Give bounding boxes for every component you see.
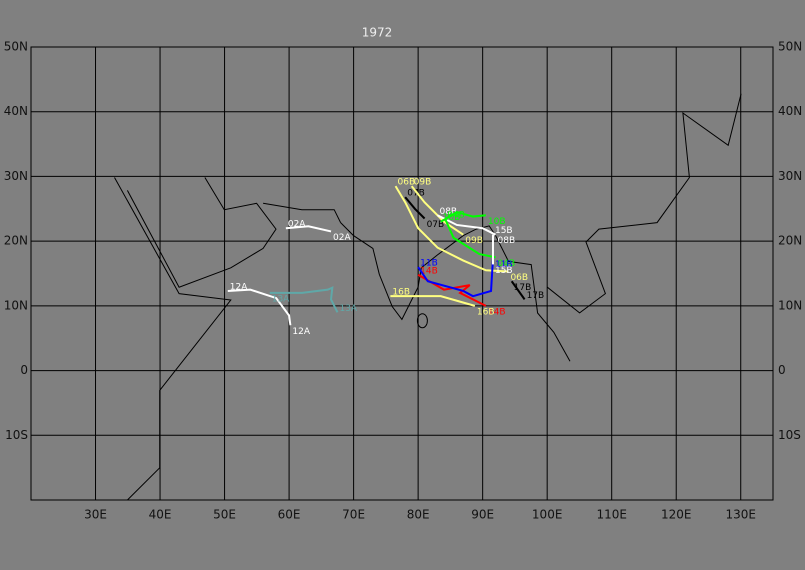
storm-label: 14B: [420, 266, 438, 276]
storm-label: 02A: [288, 220, 306, 230]
lat-label: 0: [20, 363, 28, 377]
lon-label: 60E: [278, 508, 301, 522]
storm-label: 09B: [414, 178, 432, 188]
storm-label: 12A: [230, 282, 248, 292]
storm-label: 08B: [439, 207, 457, 217]
india-coast: [340, 222, 571, 362]
storm-label: 10B: [443, 213, 461, 223]
lat-label: 30N: [778, 169, 802, 183]
storm-label: 12A: [292, 327, 310, 337]
lat-label: 10N: [778, 298, 802, 312]
storm-label: 07B: [407, 189, 425, 199]
lon-label: 90E: [471, 508, 494, 522]
storm-track: [285, 225, 332, 233]
storm-label: 15B: [495, 226, 513, 236]
storm-label: 17B: [527, 291, 545, 301]
lon-label: 110E: [596, 508, 627, 522]
lat-label: 40N: [778, 104, 802, 118]
storm-label: 15B: [495, 266, 513, 276]
storm-track: [227, 288, 292, 326]
lat-label: 20N: [4, 234, 28, 248]
lon-label: 70E: [342, 508, 365, 522]
east-asia-coast: [546, 93, 742, 314]
storm-track: [417, 258, 494, 298]
lat-label: 10N: [4, 298, 28, 312]
lon-label: 80E: [407, 508, 430, 522]
storm-track: [437, 214, 497, 236]
africa-coast: [114, 177, 232, 501]
storm-label: 06B: [510, 273, 528, 283]
lat-label: 40N: [4, 104, 28, 118]
lat-label: 20N: [778, 234, 802, 248]
storm-label: 02A: [333, 233, 351, 243]
storm-label: 13A: [339, 304, 357, 314]
storm-label: 14B: [488, 307, 506, 317]
lon-label: 50E: [213, 508, 236, 522]
storm-label: 13A: [272, 294, 290, 304]
lat-label: 50N: [778, 40, 802, 54]
lon-label: 30E: [84, 508, 107, 522]
lon-label: 100E: [532, 508, 563, 522]
storm-label: 16B: [477, 307, 495, 317]
lon-label: 40E: [149, 508, 172, 522]
storm-track: [410, 185, 464, 236]
storm-label: 17B: [514, 283, 532, 293]
lon-label: 130E: [725, 508, 756, 522]
map-title: 1972: [362, 26, 393, 40]
storm-label: 06B: [398, 178, 416, 188]
storm-track: [390, 295, 476, 307]
lat-label: 0: [778, 363, 786, 377]
storm-track: [440, 210, 486, 223]
lon-label: 120E: [661, 508, 692, 522]
storm-track: [269, 286, 339, 313]
storm-label: 04B: [447, 211, 465, 221]
lat-label: 50N: [4, 40, 28, 54]
coastlines: [114, 93, 742, 501]
sri-lanka: [416, 313, 428, 329]
storm-track: [444, 218, 496, 259]
lat-label: 10S: [778, 428, 801, 442]
storm-track: [510, 280, 526, 300]
storm-track: [404, 196, 426, 220]
storm-label: 10B: [488, 217, 506, 227]
storm-label: 07B: [427, 220, 445, 230]
storm-track: [394, 185, 509, 273]
lat-label: 30N: [4, 169, 28, 183]
arabia-coast: [126, 177, 277, 288]
storm-label: 09B: [465, 236, 483, 246]
storm-label: 04B: [498, 259, 516, 269]
storm-label: 16B: [392, 288, 410, 298]
storm-label: 11B: [495, 260, 513, 270]
storm-label: 08B: [498, 236, 516, 246]
storm-track: [417, 273, 487, 307]
lat-label: 10S: [5, 428, 28, 442]
iran-coast: [263, 202, 342, 223]
storm-label: 11B: [420, 259, 438, 269]
